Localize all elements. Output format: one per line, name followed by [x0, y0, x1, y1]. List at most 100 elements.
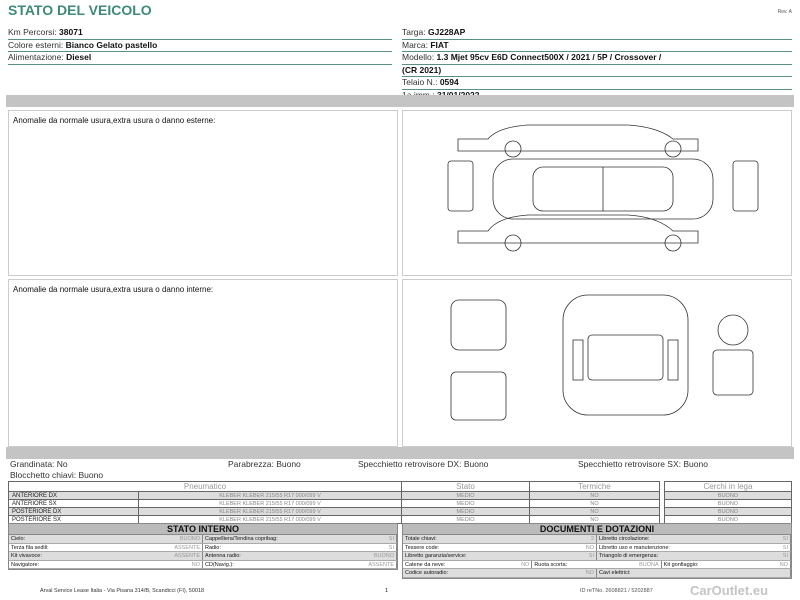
field-label: Codice autoradio:: [405, 570, 449, 577]
field-label: Kit gonfiaggio:: [663, 561, 699, 568]
section-row: Terza fila sedili: ASSENTE Radio: SI: [9, 543, 397, 553]
info-row: Telaio N.: 0594: [402, 77, 792, 90]
field-label: Cavi elettrici:: [599, 570, 631, 577]
field: Radio: SI: [203, 543, 397, 552]
info-row: Colore esterni: Bianco Gelato pastello: [8, 39, 392, 52]
tire-state: MEDIO: [401, 507, 530, 516]
interior-diagram: [402, 279, 792, 447]
field-value: NO: [779, 561, 788, 568]
info-row: Modello: 1.3 Mjet 95cv E6D Connect500X /…: [402, 52, 792, 65]
vehicle-info-left: Km Percorsi: 38071 Colore esterni: Bianco…: [8, 27, 392, 65]
info-row: Km Percorsi: 38071: [8, 27, 392, 40]
info-value: FIAT: [430, 39, 449, 50]
info-value: GJ228AP: [428, 27, 466, 37]
field-value: SI: [588, 553, 594, 560]
field: Antenna radio: BUONO: [203, 552, 397, 560]
exterior-label: Anomalie da normale usura,extra usura o …: [13, 116, 216, 125]
tire-state: MEDIO: [401, 499, 530, 508]
section-title: STATO INTERNO: [9, 524, 397, 535]
info-row: (CR 2021): [402, 64, 792, 77]
field-label: Libretto circolazione:: [599, 536, 650, 542]
info-key: Colore esterni:: [8, 39, 64, 50]
info-value: (CR 2021): [402, 64, 442, 75]
tire-state: MEDIO: [401, 491, 530, 500]
info-key: 1a imm.:: [402, 90, 435, 100]
field: Libretto garanzia/service: SI: [403, 552, 597, 560]
rim-state: BUONO: [664, 491, 792, 500]
field: Terza fila sedili: ASSENTE: [9, 543, 203, 552]
field-label: Kit vivavoce:: [11, 553, 42, 560]
field-value: NO: [191, 561, 200, 568]
field: Navigatore: NO: [9, 560, 203, 569]
rim-row: BUONO: [664, 491, 792, 500]
field-value: NO: [521, 561, 530, 568]
field-label: CD(Navig.):: [205, 561, 234, 568]
field-label: Catene da neve:: [405, 561, 446, 568]
car-exterior-icon: [447, 124, 759, 252]
field-label: Triangolo di emergenza:: [599, 553, 659, 560]
info-value: 31/01/2022: [437, 90, 480, 100]
info-key: Marca:: [402, 39, 428, 50]
rim-state: BUONO: [664, 499, 792, 508]
specchietto-sx: Specchietto retrovisore SX: Buono: [578, 459, 708, 469]
field-value: SI: [782, 536, 788, 542]
section-title: DOCUMENTI E DOTAZIONI: [403, 524, 791, 535]
field-value: BUONO: [373, 553, 394, 560]
section-row: Totale chiavi: 2 Libretto circolazione: SI: [403, 535, 791, 544]
blocchetto-chiavi: Blocchetto chiavi: Buono: [10, 470, 104, 480]
field-value: SI: [388, 536, 394, 542]
specchietto-dx: Specchietto retrovisore DX: Buono: [358, 459, 489, 469]
field-value: ASSENTE: [368, 561, 394, 568]
field: Cavi elettrici:: [597, 569, 791, 577]
info-key: Modello:: [402, 52, 435, 62]
header-stato: Stato: [401, 481, 530, 492]
field-value: NO: [585, 544, 594, 551]
info-value: 38071: [59, 27, 83, 37]
page-title: STATO DEL VEICOLO: [8, 2, 152, 18]
field-value: ASSENTE: [174, 553, 200, 560]
field-label: Cielo:: [11, 536, 26, 542]
info-key: Telaio N.:: [402, 77, 438, 87]
field-value: SI: [782, 553, 788, 560]
grandinata: Grandinata: No: [10, 459, 68, 469]
info-key: Alimentazione:: [8, 52, 64, 62]
rim-row: BUONO: [664, 499, 792, 508]
exterior-notes: Anomalie da normale usura,extra usura o …: [8, 110, 398, 276]
field: Kit gonfiaggio: NO: [662, 560, 791, 569]
revision: Rev. A: [777, 9, 792, 15]
rim-state: BUONO: [664, 507, 792, 516]
tire-position: POSTERIORE DX: [8, 507, 139, 516]
interior-notes: Anomalie da normale usura,extra usura o …: [8, 279, 398, 447]
field-value: ASSENTE: [174, 544, 200, 551]
interior-label: Anomalie da normale usura,extra usura o …: [13, 285, 214, 294]
section-row: Codice autoradio: NO Cavi elettrici:: [403, 569, 791, 578]
info-value: Diesel: [66, 52, 92, 62]
section-row: Kit vivavoce: ASSENTE Antenna radio: BUONO: [9, 552, 397, 561]
tire-table: Pneumatico Stato Termiche ANTERIORE DX KLEB…: [8, 481, 660, 524]
rim-row: BUONO: [664, 507, 792, 516]
rims-table: Cerchi in lega BUONO BUONO BUONO BUONO: [664, 481, 792, 524]
tire-winter: NO: [529, 499, 660, 508]
tire-winter: NO: [529, 507, 660, 516]
field: Cappelliera/Tendina copribag: SI: [203, 535, 397, 543]
tire-position: ANTERIORE DX: [8, 491, 139, 500]
tire-winter: NO: [529, 491, 660, 500]
car-interior-icon: [450, 294, 754, 421]
field-label: Terza fila sedili:: [11, 544, 49, 551]
section-row: Cielo: BUONO Cappelliera/Tendina copribag:…: [9, 535, 397, 544]
field: Codice autoradio: NO: [403, 569, 597, 577]
field: Tessere code: NO: [403, 543, 597, 552]
info-key: Targa:: [402, 27, 426, 37]
info-value: 1.3 Mjet 95cv E6D Connect500X / 2021 / 5…: [436, 52, 662, 62]
field: Catene da neve: NO: [403, 560, 533, 569]
exterior-diagram: [402, 110, 792, 276]
section-row: Catene da neve: NO Ruota scorta: BUONA Kit g…: [403, 560, 791, 570]
field-label: Antenna radio:: [205, 553, 241, 560]
field-label: Totale chiavi:: [405, 536, 437, 542]
footer-address: Arval Service Lease Italia - Via Pisana …: [40, 588, 205, 594]
tire-model: KLEBER KLEBER 215/55 R17 000/099 V: [138, 499, 402, 508]
field: Ruota scorta: BUONA: [532, 560, 662, 569]
field-label: Tessere code:: [405, 544, 440, 551]
section-row: Tessere code: NO Libretto uso e manutenzio…: [403, 543, 791, 553]
field-value: BUONO: [179, 536, 200, 542]
